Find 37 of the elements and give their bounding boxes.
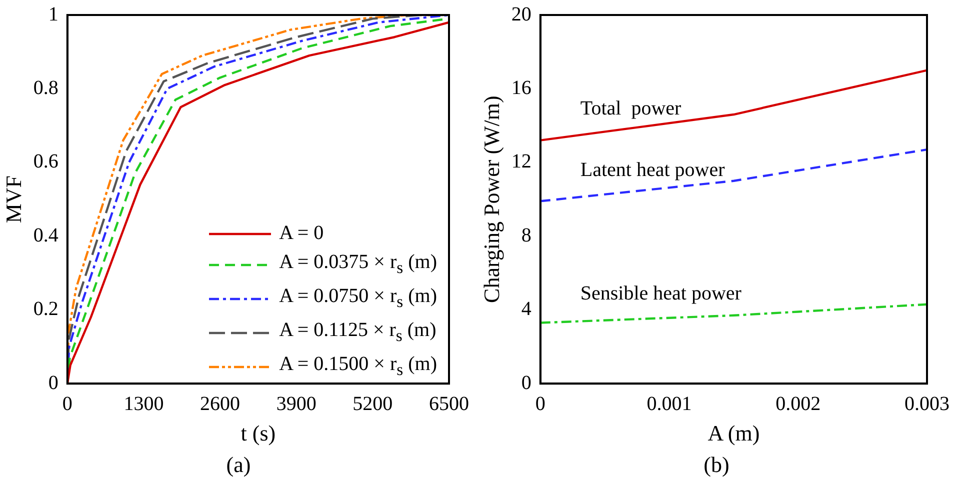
y-tick-label: 1	[48, 3, 58, 26]
legend-label: A = 0.1125 × r$_{s}$ (m)	[279, 318, 436, 347]
x-tick-label: 0.001	[646, 392, 692, 415]
legend-label: A = 0.0375 × r$_{s}$ (m)	[279, 250, 437, 279]
y-tick-label: 0.6	[33, 150, 58, 173]
y-tick-label: 0	[48, 372, 58, 394]
series-label: Sensible heat power	[580, 282, 742, 305]
x-tick-label: 3900	[276, 392, 316, 415]
x-tick-label: 5200	[352, 392, 393, 415]
legend-label: A = 0.0750 × r$_{s}$ (m)	[279, 284, 437, 313]
y-tick-label: 16	[511, 76, 532, 99]
text: (a)	[225, 452, 252, 478]
line-series	[540, 303, 927, 324]
y-tick-label: 20	[511, 3, 532, 26]
x-tick-label: 6500	[429, 392, 469, 415]
x-tick-label: 0.003	[904, 392, 950, 415]
y-tick-label: 4	[521, 298, 532, 320]
x-tick-label: 0	[62, 392, 72, 415]
y-tick-label: 12	[511, 150, 532, 173]
y-axis-title: Charging Power (W/m)	[478, 96, 504, 303]
y-axis-title: MVF	[0, 175, 26, 224]
x-tick-label: 0	[535, 392, 546, 415]
y-tick-label: 0	[521, 372, 532, 394]
x-axis-title: A (m)	[708, 420, 760, 446]
legend-label: A = 0	[279, 221, 324, 246]
legend-label: A = 0.1500 × r$_{s}$ (m)	[279, 352, 437, 381]
series-label: Total power	[580, 97, 682, 120]
y-tick-label: 8	[521, 224, 532, 246]
y-tick-label: 0.4	[33, 224, 58, 246]
y-tick-label: 0.8	[33, 76, 58, 99]
x-tick-label: 1300	[124, 392, 164, 415]
x-tick-label: 2600	[200, 392, 240, 415]
y-tick-label: 0.2	[33, 298, 58, 320]
x-tick-label: 0.002	[776, 392, 821, 415]
x-axis-title: t (s)	[240, 420, 276, 446]
text: (b)	[702, 452, 730, 478]
series-label: Latent heat power	[580, 159, 726, 182]
